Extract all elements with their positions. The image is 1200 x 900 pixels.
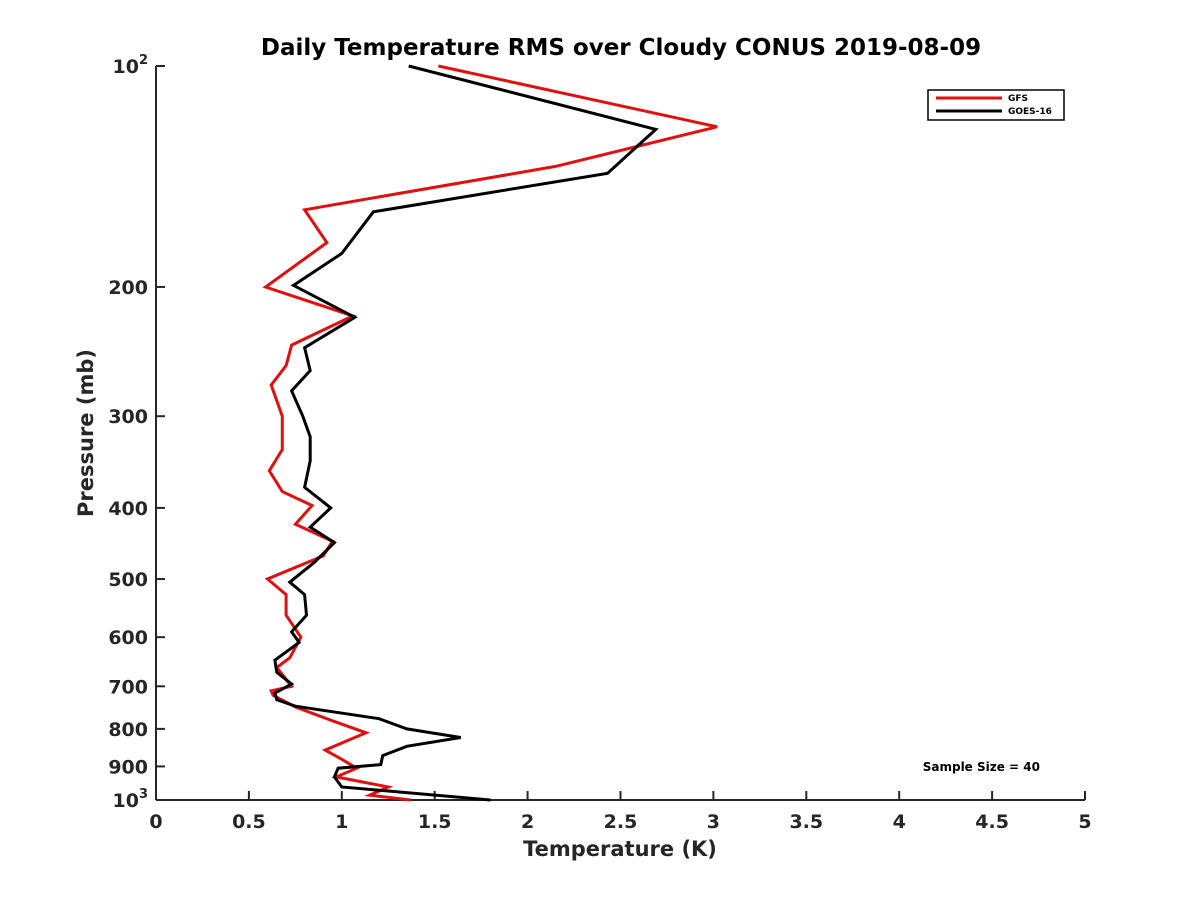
y-tick-label: 200 (108, 277, 148, 299)
y-tick-label: 103 (113, 787, 149, 812)
x-tick-label: 4.5 (975, 811, 1009, 833)
sample-size-annotation: Sample Size = 40 (923, 760, 1040, 774)
x-tick-label: 1.5 (418, 811, 452, 833)
y-tick-label: 400 (108, 498, 148, 520)
x-tick-label: 5 (1078, 811, 1091, 833)
legend: GFS GOES-16 (927, 89, 1065, 121)
legend-label: GFS (1008, 94, 1028, 104)
y-tick-exponent: 2 (139, 53, 148, 68)
y-tick-label: 700 (108, 676, 148, 698)
x-tick-label: 4 (893, 811, 906, 833)
y-tick-label: 800 (108, 719, 148, 741)
x-tick-label: 0.5 (232, 811, 266, 833)
x-tick-label: 3 (707, 811, 720, 833)
y-tick-label: 500 (108, 569, 148, 591)
y-tick-label: 102 (113, 53, 149, 78)
legend-label: GOES-16 (1008, 107, 1052, 117)
y-tick-label: 600 (108, 627, 148, 649)
y-tick-base: 10 (113, 790, 139, 812)
x-tick-label: 1 (335, 811, 348, 833)
axes: 0 0.5 1 1.5 2 2.5 3 3.5 4 4.5 51022003004005006007… (108, 53, 1091, 833)
legend-box (927, 89, 1065, 121)
x-tick-label: 2 (521, 811, 534, 833)
x-tick-label: 2.5 (604, 811, 638, 833)
series-line-goes-16 (273, 64, 659, 802)
y-tick-label: 900 (108, 756, 148, 778)
x-tick-label: 3.5 (789, 811, 823, 833)
x-axis-label: Temperature (K) (523, 837, 717, 861)
y-axis-label: Pressure (mb) (74, 349, 98, 517)
series-line-gfs (262, 64, 718, 802)
y-tick-exponent: 3 (139, 787, 148, 802)
x-tick-label: 0 (149, 811, 162, 833)
y-tick-label: 300 (108, 406, 148, 428)
chart-title: Daily Temperature RMS over Cloudy CONUS … (261, 35, 981, 61)
series-lines (262, 64, 718, 802)
y-tick-base: 10 (113, 56, 139, 78)
